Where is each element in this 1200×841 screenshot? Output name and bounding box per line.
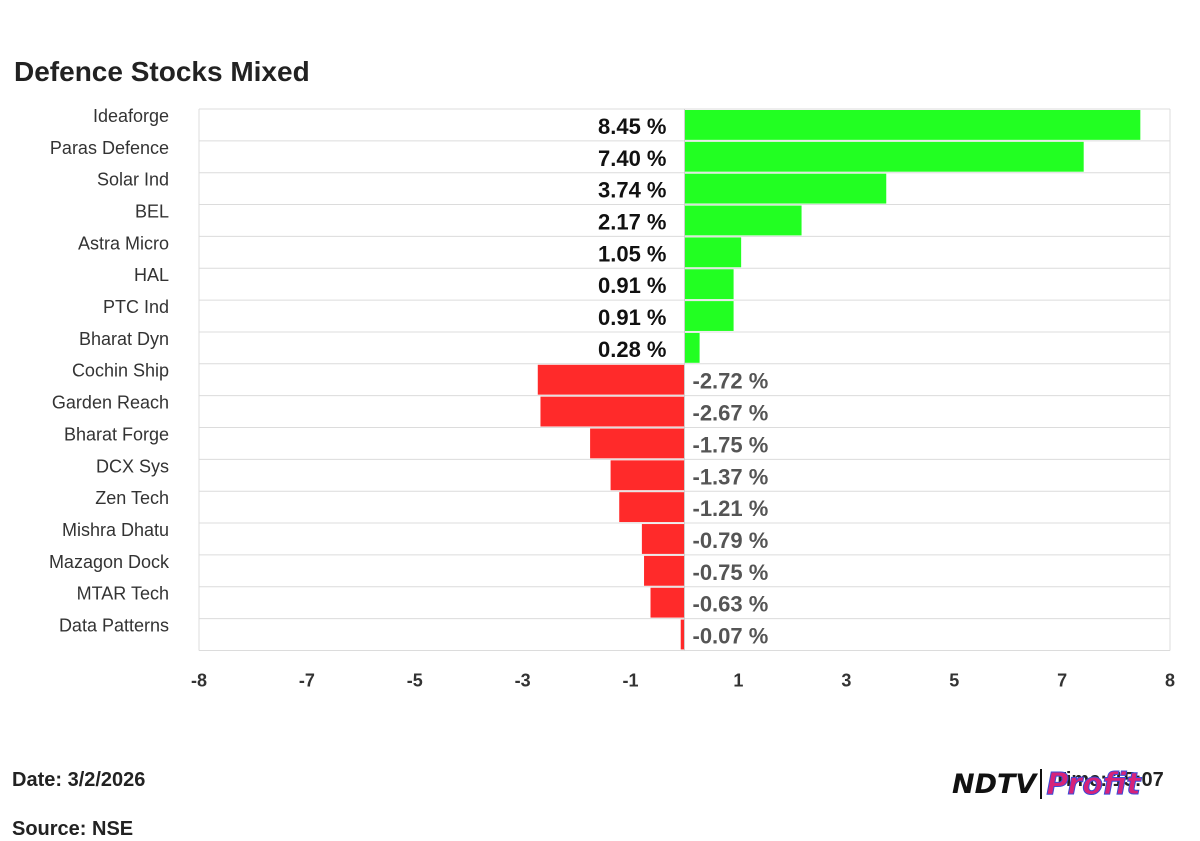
x-tick-label: 5 <box>949 670 959 690</box>
category-label: Solar Ind <box>97 170 169 190</box>
data-label: 0.28 % <box>598 337 667 362</box>
data-label: -0.63 % <box>693 592 769 617</box>
data-label: -2.72 % <box>693 369 769 394</box>
x-tick-label: -3 <box>515 670 531 690</box>
category-label: Bharat Dyn <box>79 329 169 349</box>
category-label: Data Patterns <box>59 616 169 636</box>
category-label: BEL <box>135 201 169 221</box>
category-label: Zen Tech <box>95 488 169 508</box>
bar <box>590 428 685 459</box>
data-label: -1.37 % <box>693 464 769 489</box>
bar <box>540 396 685 427</box>
category-label: Bharat Forge <box>64 424 169 444</box>
bar <box>684 301 734 331</box>
bar <box>619 492 685 523</box>
category-label: Mazagon Dock <box>49 552 170 572</box>
x-tick-label: 1 <box>733 670 743 690</box>
bar <box>644 555 685 586</box>
data-label: 1.05 % <box>598 241 667 266</box>
x-tick-label: -1 <box>623 670 639 690</box>
time-label: Time: 15:07 <box>1054 769 1164 791</box>
x-tick-label: -8 <box>191 670 207 690</box>
category-label: DCX Sys <box>96 456 169 476</box>
data-label: -0.79 % <box>693 528 769 553</box>
logo-ndtv-text: NDTV <box>952 768 1037 800</box>
category-label: MTAR Tech <box>77 584 169 604</box>
bar <box>684 237 742 268</box>
category-label: Astra Micro <box>78 233 169 253</box>
bar <box>684 269 734 300</box>
x-tick-label: 3 <box>841 670 851 690</box>
source-label: Source: NSE <box>12 818 134 840</box>
bar <box>680 619 685 650</box>
data-label: -0.75 % <box>693 560 769 585</box>
category-label: Cochin Ship <box>72 361 169 381</box>
bar <box>537 364 685 395</box>
bar <box>684 173 887 204</box>
data-label: 7.40 % <box>598 146 667 171</box>
x-tick-label: 8 <box>1165 670 1175 690</box>
x-tick-label: -7 <box>299 670 315 690</box>
category-label: Mishra Dhatu <box>62 520 169 540</box>
category-label: HAL <box>134 265 169 285</box>
data-label: 8.45 % <box>598 114 667 139</box>
bar <box>641 524 685 554</box>
logo-separator <box>1040 769 1043 799</box>
data-label: -1.21 % <box>693 496 769 521</box>
x-tick-label: -5 <box>407 670 423 690</box>
category-label: PTC Ind <box>103 297 169 317</box>
bar <box>684 110 1141 140</box>
category-label: Ideaforge <box>93 106 169 126</box>
data-label: 2.17 % <box>598 209 667 234</box>
chart-title: Defence Stocks Mixed <box>14 56 310 87</box>
x-tick-label: 7 <box>1057 670 1067 690</box>
data-label: -0.07 % <box>693 624 769 649</box>
bar <box>684 205 802 236</box>
ndtv-profit-logo: NDTV Profit <box>952 764 1141 804</box>
bar <box>684 141 1084 172</box>
data-label: 0.91 % <box>598 305 667 330</box>
data-label: 0.91 % <box>598 273 667 298</box>
date-label: Date: 3/2/2026 <box>12 769 146 791</box>
bar-chart: Ideaforge 8.45 % Paras Defence 7.40 % Solar … <box>49 106 1175 691</box>
category-label: Paras Defence <box>50 138 169 158</box>
data-label: -1.75 % <box>693 432 769 457</box>
data-label: 3.74 % <box>598 178 667 203</box>
category-label: Garden Reach <box>52 393 169 413</box>
data-label: -2.67 % <box>693 401 769 426</box>
logo-profit-text: Profit <box>1046 766 1141 802</box>
bar <box>684 332 700 363</box>
bar <box>650 587 685 618</box>
bar <box>610 460 685 491</box>
